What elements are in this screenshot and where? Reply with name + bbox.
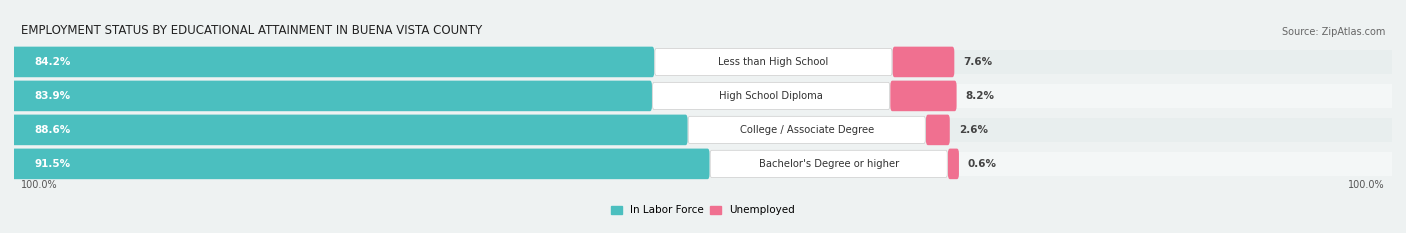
Text: Source: ZipAtlas.com: Source: ZipAtlas.com bbox=[1282, 27, 1385, 38]
Text: 84.2%: 84.2% bbox=[35, 57, 72, 67]
FancyBboxPatch shape bbox=[13, 149, 710, 179]
Text: 2.6%: 2.6% bbox=[959, 125, 988, 135]
Text: 83.9%: 83.9% bbox=[35, 91, 70, 101]
FancyBboxPatch shape bbox=[13, 47, 654, 77]
Text: 0.6%: 0.6% bbox=[967, 159, 997, 169]
Text: Less than High School: Less than High School bbox=[718, 57, 828, 67]
Text: 100.0%: 100.0% bbox=[21, 180, 58, 190]
FancyBboxPatch shape bbox=[14, 152, 1392, 176]
FancyBboxPatch shape bbox=[13, 115, 688, 145]
Text: EMPLOYMENT STATUS BY EDUCATIONAL ATTAINMENT IN BUENA VISTA COUNTY: EMPLOYMENT STATUS BY EDUCATIONAL ATTAINM… bbox=[21, 24, 482, 38]
Text: 7.6%: 7.6% bbox=[963, 57, 993, 67]
FancyBboxPatch shape bbox=[893, 47, 955, 77]
FancyBboxPatch shape bbox=[710, 150, 948, 178]
FancyBboxPatch shape bbox=[927, 115, 950, 145]
Legend: In Labor Force, Unemployed: In Labor Force, Unemployed bbox=[612, 205, 794, 215]
FancyBboxPatch shape bbox=[655, 48, 891, 75]
Text: College / Associate Degree: College / Associate Degree bbox=[740, 125, 875, 135]
FancyBboxPatch shape bbox=[14, 118, 1392, 142]
Text: 8.2%: 8.2% bbox=[966, 91, 994, 101]
FancyBboxPatch shape bbox=[890, 81, 956, 111]
Text: 91.5%: 91.5% bbox=[35, 159, 70, 169]
Text: 100.0%: 100.0% bbox=[1348, 180, 1385, 190]
FancyBboxPatch shape bbox=[689, 116, 925, 144]
FancyBboxPatch shape bbox=[652, 82, 890, 110]
FancyBboxPatch shape bbox=[14, 50, 1392, 74]
FancyBboxPatch shape bbox=[14, 84, 1392, 108]
Text: 88.6%: 88.6% bbox=[35, 125, 70, 135]
FancyBboxPatch shape bbox=[13, 81, 652, 111]
Text: High School Diploma: High School Diploma bbox=[720, 91, 823, 101]
FancyBboxPatch shape bbox=[948, 149, 959, 179]
Text: Bachelor's Degree or higher: Bachelor's Degree or higher bbox=[759, 159, 898, 169]
